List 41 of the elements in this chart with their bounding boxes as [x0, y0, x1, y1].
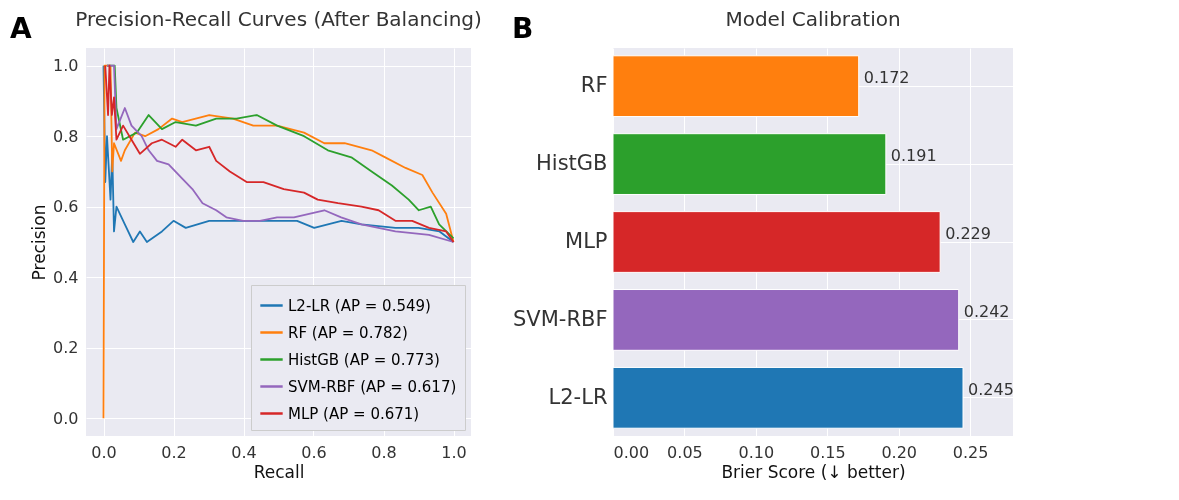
data-label: 0.242: [963, 301, 1010, 321]
x-tick-label: 0.2: [161, 442, 187, 462]
y-tick-label: L2-LR: [548, 384, 608, 409]
y-tick-label: MLP: [565, 229, 608, 253]
data-label: 0.172: [863, 68, 910, 88]
text: B: [512, 12, 534, 45]
x-tick-label: 1.0: [441, 442, 467, 462]
y-tick-label: 0.6: [53, 197, 79, 217]
x-tick-label: 0.25: [952, 442, 989, 462]
x-tick-label: 0.20: [881, 442, 918, 462]
x-tick-label: 0.4: [231, 442, 257, 462]
legend-label: L2-LR (AP = 0.549): [288, 296, 431, 315]
x-tick-label: 0.15: [809, 442, 846, 462]
y-axis-title: Precision: [29, 204, 50, 281]
data-label: 0.229: [945, 224, 991, 243]
x-tick-label: 0.00: [613, 442, 650, 462]
x-tick-label: 0.05: [667, 442, 703, 462]
x-tick-label: 0.0: [91, 442, 117, 462]
legend-label: HistGB (AP = 0.773): [288, 350, 440, 369]
line-series: [102, 64, 455, 420]
y-tick-label: 0.2: [53, 338, 79, 358]
legend-label: MLP (AP = 0.671): [288, 404, 420, 423]
y-tick-label: RF: [580, 73, 608, 98]
chart-title: Precision-Recall Curves (After Balancing): [75, 7, 482, 31]
legend-label: RF (AP = 0.782): [288, 323, 408, 342]
data-label: 0.245: [968, 379, 1014, 399]
data-label: 0.191: [890, 146, 937, 166]
y-tick-label: SVM-RBF: [513, 306, 608, 331]
x-tick-label: 0.8: [371, 442, 397, 462]
y-tick-label: 0.0: [53, 408, 79, 428]
x-tick-label: 0.6: [301, 442, 327, 462]
legend-label: SVM-RBF (AP = 0.617): [288, 377, 457, 396]
chart-title: Model Calibration: [725, 7, 901, 31]
y-tick-label: 0.4: [53, 267, 79, 287]
x-tick-label: 0.10: [738, 442, 775, 462]
y-tick-label: HistGB: [536, 151, 608, 176]
x-axis-title: Recall: [253, 461, 305, 482]
x-axis-title: Brier Score (↓ better): [721, 461, 906, 482]
text: A: [10, 12, 32, 45]
y-tick-label: 0.8: [53, 126, 79, 146]
y-tick-label: 1.0: [53, 56, 79, 76]
